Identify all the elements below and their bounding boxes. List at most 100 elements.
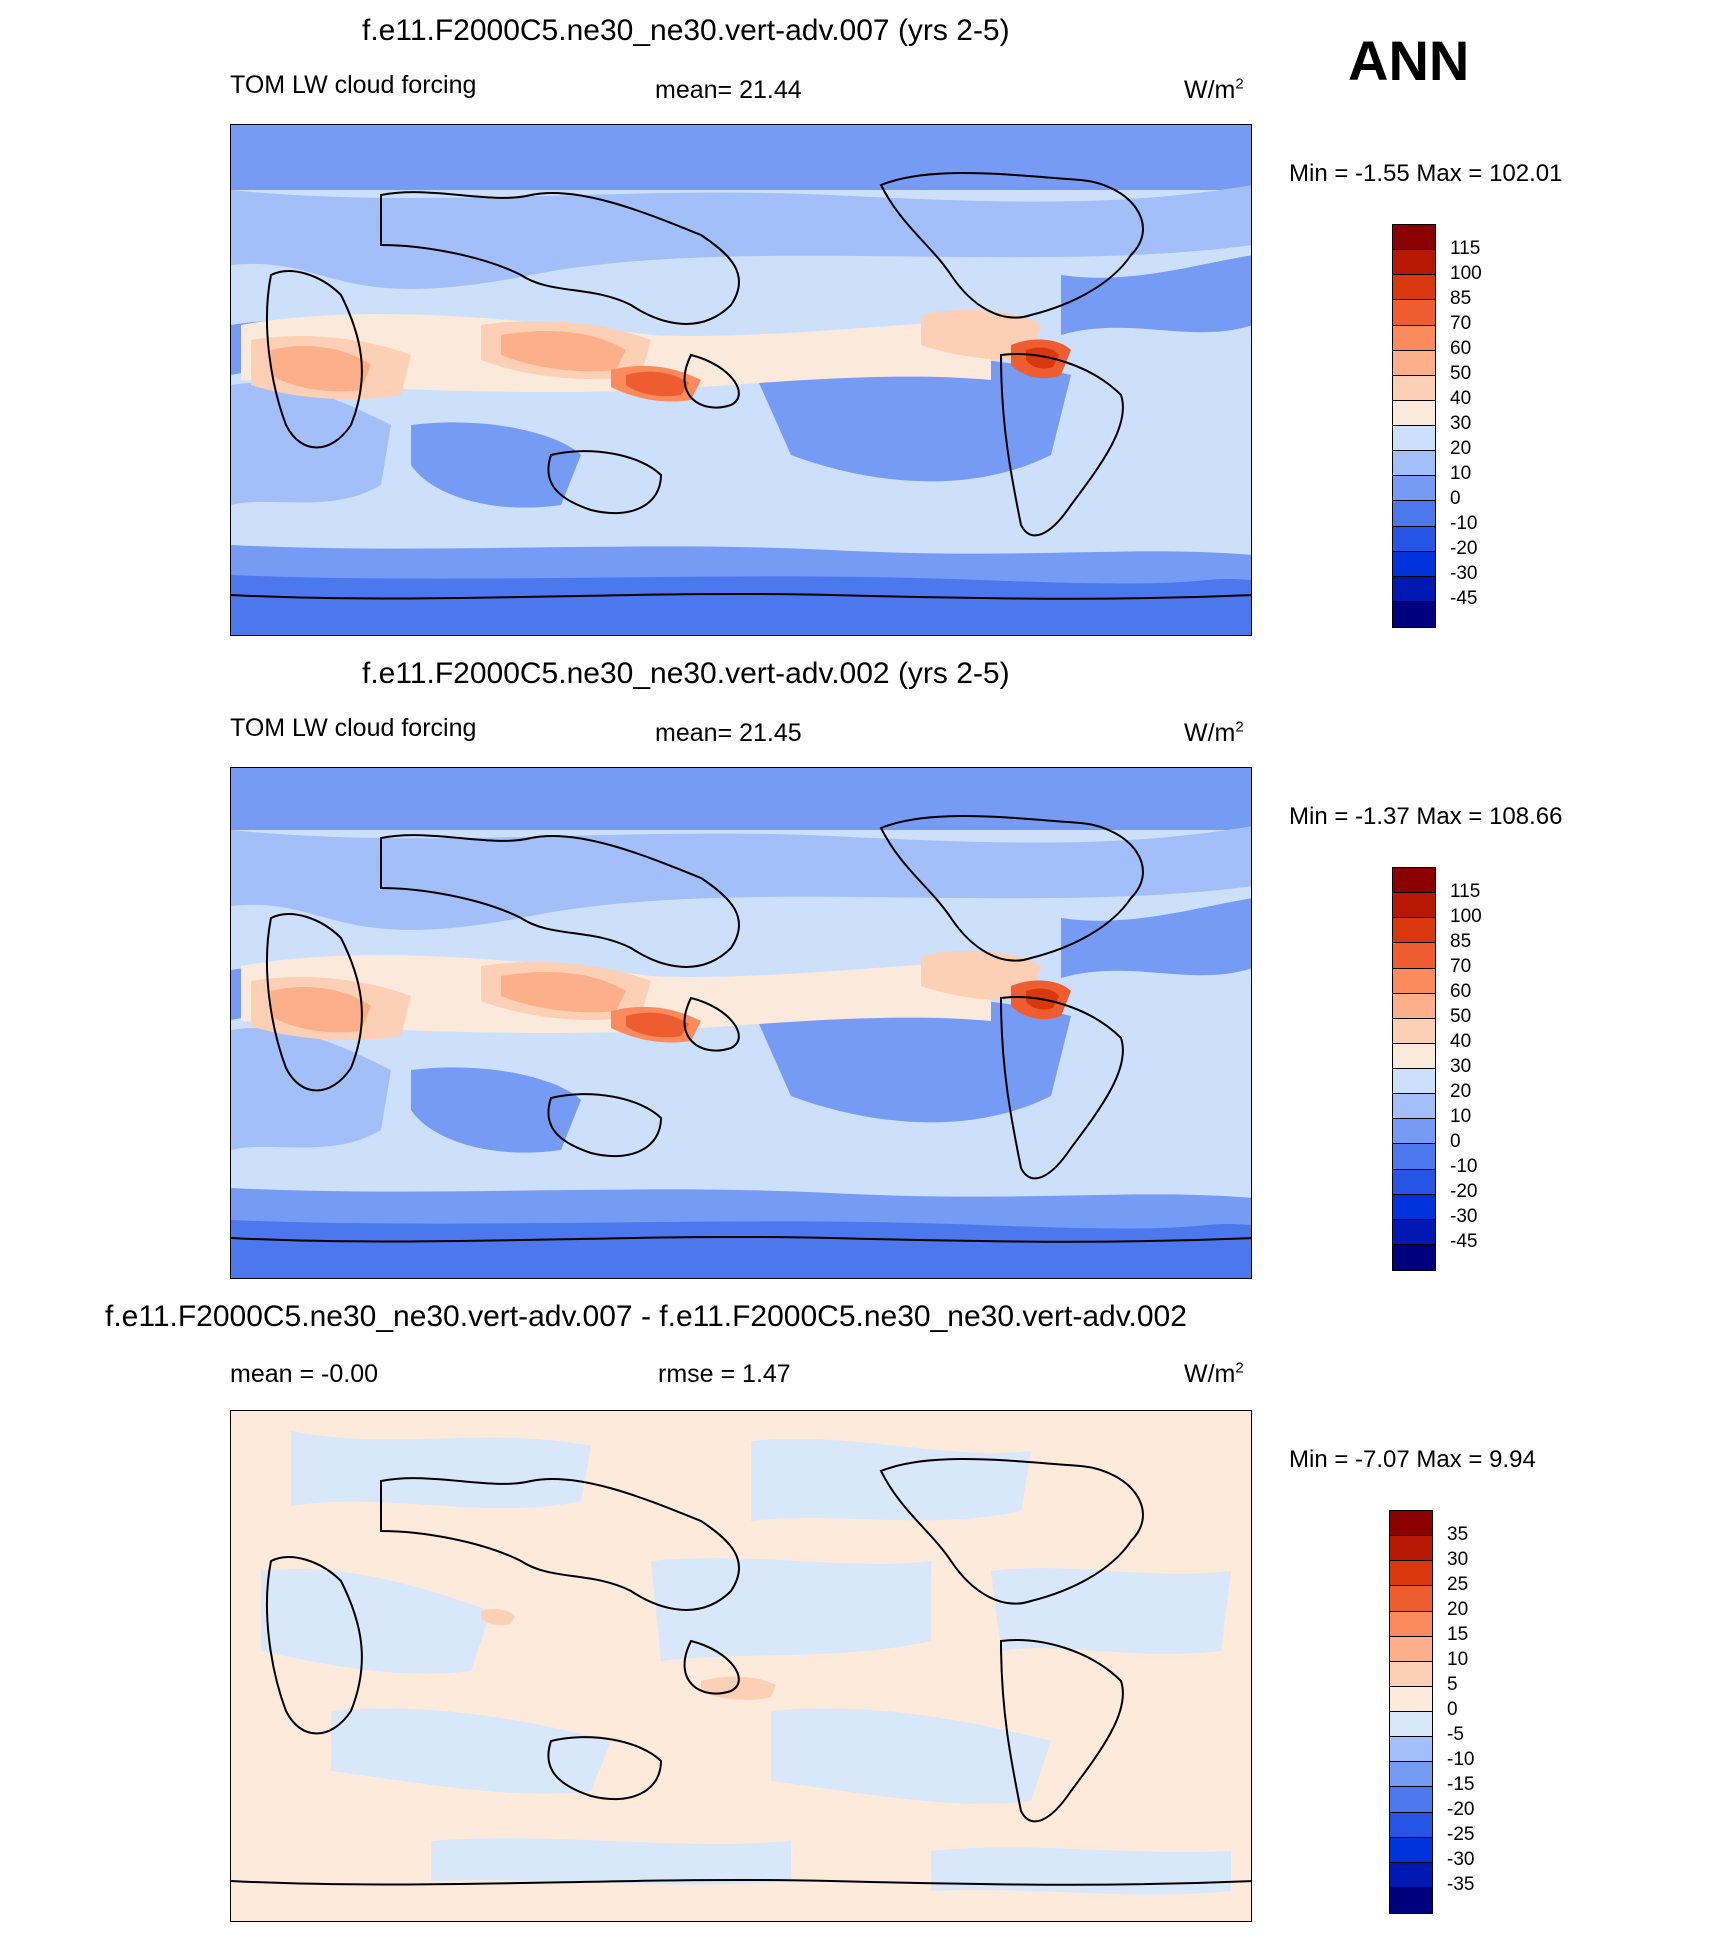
colorbar-box: [1393, 1119, 1435, 1145]
colorbar-box: [1390, 1636, 1432, 1662]
colorbar-tick: 50: [1450, 363, 1472, 384]
colorbar-tick: -30: [1447, 1849, 1475, 1870]
colorbar-box: [1393, 426, 1435, 452]
colorbar-tick: 25: [1447, 1574, 1469, 1595]
colorbar-tick: 0: [1450, 1131, 1461, 1152]
panel-title: f.e11.F2000C5.ne30_ne30.vert-adv.002 (yr…: [362, 657, 1010, 690]
units-label: W/m2: [1184, 718, 1244, 747]
colorbar-tick: 115: [1450, 238, 1481, 259]
colorbar-tick: -25: [1447, 1824, 1475, 1845]
colorbar-box: [1393, 476, 1435, 502]
colorbar-tick: 30: [1450, 1056, 1472, 1077]
colorbar-box: [1393, 1018, 1435, 1044]
colorbar-tick: -10: [1450, 513, 1478, 534]
panel-title: f.e11.F2000C5.ne30_ne30.vert-adv.007 (yr…: [362, 14, 1010, 47]
colorbar-box: [1393, 350, 1435, 376]
colorbar-panel-3: 35 30 25 20 15 10 5 0 -5 -10 -15 -20 -25…: [1389, 1510, 1474, 1914]
colorbar-box: [1393, 1194, 1435, 1220]
colorbar-box: [1393, 501, 1435, 527]
colorbar-box: [1393, 1169, 1435, 1195]
colorbar-tick: -10: [1447, 1749, 1475, 1770]
contour-map: [231, 768, 1251, 1278]
colorbar-box: [1390, 1586, 1432, 1612]
colorbar-tick: 70: [1450, 956, 1472, 977]
colorbar-tick: 40: [1450, 1031, 1472, 1052]
colorbar-tick: 35: [1447, 1524, 1469, 1545]
colorbar-box: [1390, 1661, 1432, 1687]
colorbar-box: [1393, 968, 1435, 994]
colorbar-panel-1: 115 100 85 70 60 50 40 30 20 10 0 -10 -2…: [1392, 224, 1482, 628]
colorbar-tick: 40: [1450, 388, 1472, 409]
contour-map: [231, 125, 1251, 635]
colorbar-box: [1390, 1712, 1432, 1738]
colorbar-box: [1393, 1094, 1435, 1120]
colorbar-box: [1393, 250, 1435, 276]
min-max-label: Min = -7.07 Max = 9.94: [1289, 1446, 1536, 1473]
colorbar-box: [1390, 1561, 1432, 1587]
min-max-label: Min = -1.55 Max = 102.01: [1289, 160, 1563, 187]
colorbar-boxes: [1392, 867, 1436, 1271]
colorbar-box: [1390, 1611, 1432, 1637]
colorbar-box: [1393, 451, 1435, 477]
map-panel-1: [230, 124, 1252, 636]
colorbar-tick: 0: [1450, 488, 1461, 509]
colorbar-tick: 70: [1450, 313, 1472, 334]
colorbar-box: [1393, 325, 1435, 351]
units-label: W/m2: [1184, 1359, 1244, 1388]
colorbar-box: [1393, 1144, 1435, 1170]
colorbar-tick: 85: [1450, 931, 1472, 952]
colorbar-tick: 60: [1450, 338, 1472, 359]
colorbar-tick: 100: [1450, 906, 1482, 927]
colorbar-box: [1393, 918, 1435, 944]
colorbar-tick: -30: [1450, 563, 1478, 584]
colorbar-box: [1393, 1244, 1435, 1270]
map-panel-2: [230, 767, 1252, 1279]
colorbar-box: [1390, 1737, 1432, 1763]
colorbar-box: [1390, 1511, 1432, 1537]
colorbar-tick: -30: [1450, 1206, 1478, 1227]
panel-title: f.e11.F2000C5.ne30_ne30.vert-adv.007 - f…: [105, 1300, 1187, 1333]
colorbar-tick: 50: [1450, 1006, 1472, 1027]
colorbar-tick: 10: [1450, 1106, 1472, 1127]
colorbar-box: [1393, 1069, 1435, 1095]
colorbar-box: [1393, 526, 1435, 552]
colorbar-tick: 30: [1450, 413, 1472, 434]
colorbar-box: [1393, 225, 1435, 251]
colorbar-boxes: [1392, 224, 1436, 628]
colorbar-tick: -20: [1450, 538, 1478, 559]
variable-label: TOM LW cloud forcing: [230, 714, 477, 742]
colorbar-tick: -45: [1450, 1231, 1478, 1252]
colorbar-box: [1393, 300, 1435, 326]
colorbar-tick: -20: [1447, 1799, 1475, 1820]
season-label: ANN: [1348, 29, 1470, 92]
colorbar-box: [1393, 400, 1435, 426]
units-label: W/m2: [1184, 75, 1244, 104]
colorbar-box: [1393, 551, 1435, 577]
colorbar-box: [1393, 275, 1435, 301]
colorbar-tick: 20: [1450, 1081, 1472, 1102]
min-max-label: Min = -1.37 Max = 108.66: [1289, 803, 1563, 830]
colorbar-tick: 30: [1447, 1549, 1469, 1570]
colorbar-tick: -20: [1450, 1181, 1478, 1202]
colorbar-box: [1390, 1812, 1432, 1838]
colorbar-box: [1393, 1043, 1435, 1069]
colorbar-tick: -45: [1450, 588, 1478, 609]
colorbar-tick: 85: [1450, 288, 1472, 309]
colorbar-box: [1393, 993, 1435, 1019]
colorbar-boxes: [1389, 1510, 1433, 1914]
colorbar-tick: 60: [1450, 981, 1472, 1002]
colorbar-box: [1390, 1762, 1432, 1788]
colorbar-tick: 20: [1447, 1599, 1469, 1620]
colorbar-box: [1393, 576, 1435, 602]
colorbar-panel-2: 115 100 85 70 60 50 40 30 20 10 0 -10 -2…: [1392, 867, 1482, 1271]
colorbar-box: [1393, 893, 1435, 919]
colorbar-box: [1390, 1787, 1432, 1813]
colorbar-tick: 20: [1450, 438, 1472, 459]
colorbar-box: [1390, 1862, 1432, 1888]
colorbar-tick: 0: [1447, 1699, 1458, 1720]
colorbar-box: [1393, 1219, 1435, 1245]
colorbar-tick: 115: [1450, 881, 1481, 902]
mean-label: mean= 21.45: [655, 719, 802, 747]
map-panel-3: [230, 1410, 1252, 1922]
mean-label: mean= 21.44: [655, 76, 802, 104]
